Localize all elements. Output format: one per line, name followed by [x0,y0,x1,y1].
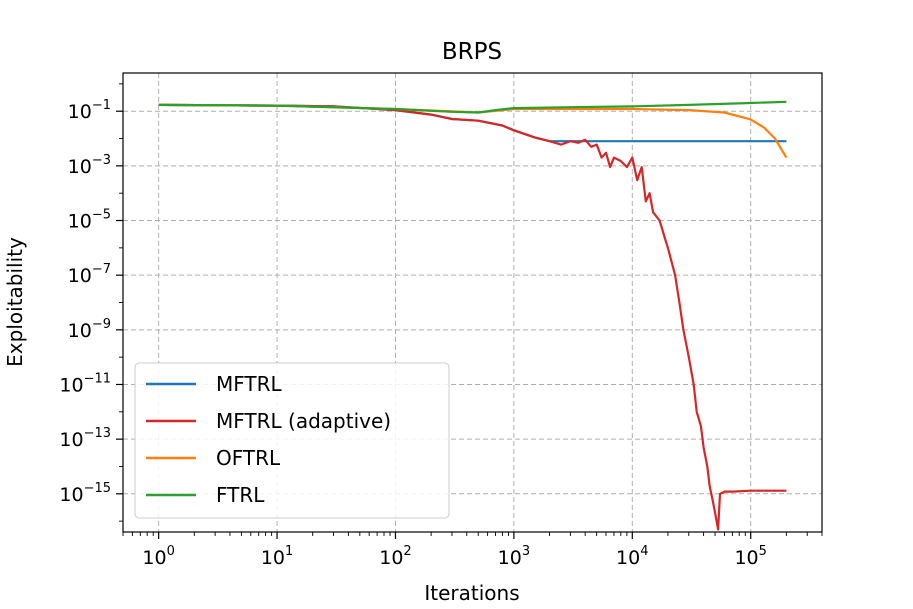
x-tick-label: 103 [498,544,530,569]
y-tick-label: 10−11 [59,371,111,396]
legend-label-0: MFTRL [216,372,283,396]
y-axis-label: Exploitability [3,237,27,367]
legend-label-1: MFTRL (adaptive) [216,409,391,433]
legend: MFTRL MFTRL (adaptive) OFTRL FTRL [134,362,450,519]
y-tick-label: 10−5 [68,208,111,233]
legend-label-3: FTRL [216,483,265,507]
series-line-3 [158,100,787,114]
y-tick-label: 10−3 [68,153,111,178]
x-tick-label: 101 [261,544,293,569]
y-tick-label: 10−13 [59,426,111,451]
x-axis-label: Iterations [424,581,519,605]
x-tick-label: 100 [142,544,174,569]
y-tick-label: 10−15 [59,481,111,506]
chart-title: BRPS [442,39,502,65]
y-tick-label: 10−1 [68,98,111,123]
series-lines [158,100,788,531]
y-tick-label: 10−7 [68,262,111,287]
x-tick-label: 105 [734,544,766,569]
x-tick-label: 104 [616,544,648,569]
legend-box [134,362,450,519]
legend-label-2: OFTRL [216,446,281,470]
series-line-1 [158,103,787,531]
y-tick-label: 10−9 [68,317,111,342]
x-tick-label: 102 [379,544,411,569]
ticks: 100 101 102 103 104 105 10−1 10−3 10−5 10−7 10−9 10… [59,83,823,569]
